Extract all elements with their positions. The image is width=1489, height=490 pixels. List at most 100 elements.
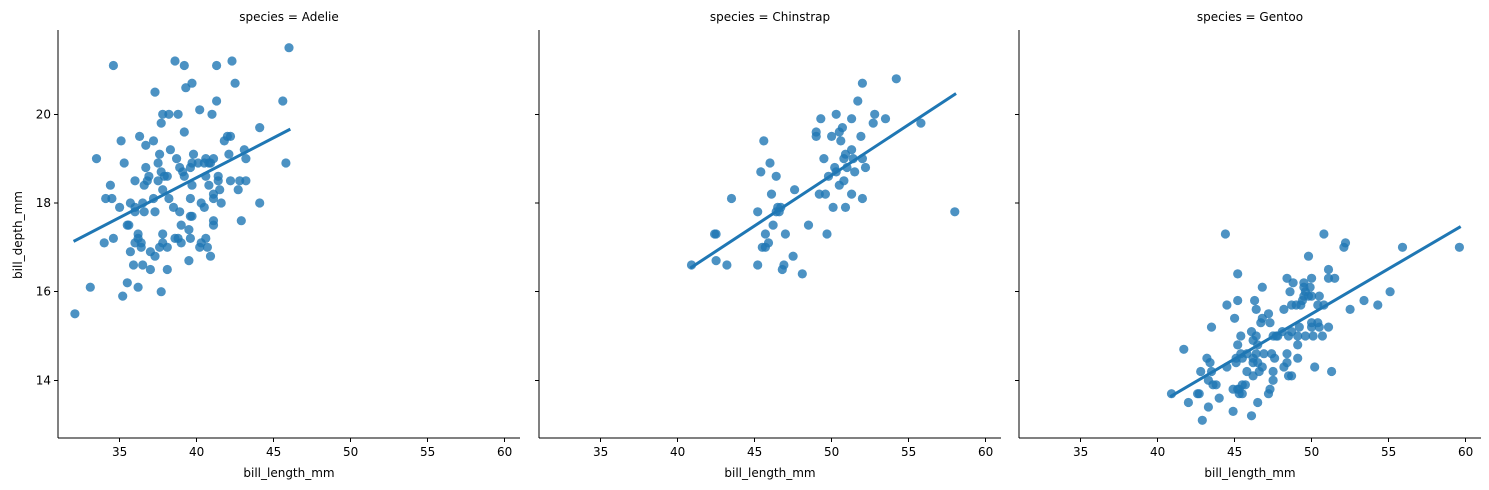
data-point xyxy=(1330,273,1340,283)
x-tick-label: 55 xyxy=(901,445,916,459)
data-point xyxy=(187,211,197,221)
x-tick-label: 50 xyxy=(1304,445,1319,459)
data-point xyxy=(156,287,166,297)
data-point xyxy=(1197,415,1207,425)
data-point xyxy=(1233,340,1243,350)
data-point xyxy=(816,114,826,124)
data-point xyxy=(1203,402,1213,412)
data-point xyxy=(1196,366,1206,377)
data-point xyxy=(105,180,115,190)
data-point xyxy=(125,247,135,257)
data-point xyxy=(1385,287,1395,297)
data-point xyxy=(213,171,223,181)
data-point xyxy=(202,242,212,252)
x-tick-label: 35 xyxy=(112,445,127,459)
data-point xyxy=(847,145,857,155)
x-tick-label: 45 xyxy=(747,445,762,459)
data-point xyxy=(1293,353,1303,363)
x-tick-label: 45 xyxy=(1227,445,1242,459)
data-point xyxy=(176,238,186,248)
regression-line xyxy=(1169,225,1462,398)
data-point xyxy=(1222,300,1232,310)
data-point xyxy=(1251,304,1261,314)
data-point xyxy=(1251,349,1261,359)
data-point xyxy=(116,136,126,146)
data-point xyxy=(756,167,766,177)
x-tick-label: 40 xyxy=(189,445,204,459)
data-point xyxy=(208,154,219,164)
data-point xyxy=(1233,295,1243,306)
data-point xyxy=(847,189,857,199)
facet-panels: species = Adelie 35 40 45 50 55 60 14 16 18 20 bill… xyxy=(36,10,1481,480)
data-point xyxy=(1293,331,1303,341)
facet-panel-1: species = Adelie 35 40 45 50 55 60 14 16 18 20 bill… xyxy=(36,10,520,480)
data-point xyxy=(205,251,216,261)
data-point xyxy=(827,131,837,141)
data-point xyxy=(1373,300,1383,310)
data-point xyxy=(225,131,236,141)
data-point xyxy=(195,105,205,115)
data-point xyxy=(1179,344,1189,354)
data-point xyxy=(91,154,102,164)
data-point xyxy=(107,193,117,204)
data-point xyxy=(779,260,789,270)
data-point xyxy=(188,149,199,159)
data-point xyxy=(1233,269,1243,279)
data-point xyxy=(145,264,155,275)
data-point xyxy=(99,238,109,248)
data-point xyxy=(820,189,831,199)
data-point xyxy=(233,185,243,195)
data-point xyxy=(1314,291,1324,301)
data-point xyxy=(1205,358,1215,368)
data-point xyxy=(1214,393,1224,403)
facet-panel-3: species = Gentoo 35 40 45 50 55 60 bill_length_… xyxy=(1015,10,1481,480)
x-tick-label: 40 xyxy=(670,445,685,459)
data-point xyxy=(179,127,189,137)
data-point xyxy=(1236,331,1246,341)
data-point xyxy=(856,131,866,141)
data-point xyxy=(227,56,237,66)
data-point xyxy=(1270,353,1280,363)
data-point xyxy=(150,87,160,97)
data-point xyxy=(1257,282,1267,292)
data-point xyxy=(1397,242,1408,252)
data-point xyxy=(158,229,168,239)
data-point xyxy=(1246,411,1257,421)
data-point xyxy=(722,260,732,270)
data-point xyxy=(1253,397,1263,408)
data-point xyxy=(241,176,251,186)
data-point xyxy=(115,202,125,212)
data-point xyxy=(184,256,194,266)
data-point xyxy=(868,118,878,128)
data-point xyxy=(255,123,265,133)
data-point xyxy=(753,207,763,217)
data-point xyxy=(215,185,225,195)
data-point xyxy=(831,109,841,119)
data-point xyxy=(138,260,148,270)
data-point xyxy=(1250,295,1260,306)
data-point xyxy=(173,109,183,119)
data-point xyxy=(1293,340,1303,350)
panel-title: species = Chinstrap xyxy=(710,10,830,24)
data-point xyxy=(1307,273,1317,283)
y-tick-label: 16 xyxy=(36,285,51,299)
data-point xyxy=(212,96,222,106)
data-point xyxy=(788,251,798,261)
data-point xyxy=(1340,238,1351,248)
facet-panel-2: species = Chinstrap 35 40 45 50 55 60 bill_leng… xyxy=(535,10,1001,480)
data-point xyxy=(880,114,891,124)
data-point xyxy=(136,238,146,248)
data-point xyxy=(162,264,172,275)
data-point xyxy=(1282,358,1292,368)
data-point xyxy=(1230,313,1240,323)
data-point xyxy=(135,131,145,141)
data-point xyxy=(207,109,217,119)
data-point xyxy=(1257,362,1267,372)
data-point xyxy=(278,96,288,106)
data-point xyxy=(765,158,775,168)
data-point xyxy=(85,282,95,292)
data-point xyxy=(153,158,163,168)
data-point xyxy=(1194,389,1204,399)
data-point xyxy=(199,202,209,212)
